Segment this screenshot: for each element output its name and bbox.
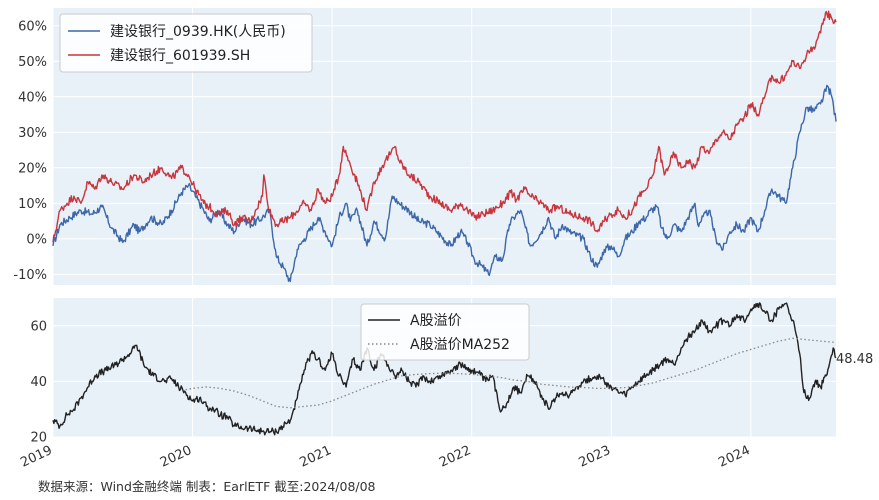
series-line-1: [185, 337, 837, 409]
y-tick-label: 20%: [18, 161, 47, 176]
legend: 建设银行_0939.HK(人民币) 建设银行_601939.SH: [59, 13, 313, 73]
y-tick-label: 10%: [18, 197, 47, 212]
y-tick-label: 60%: [18, 19, 47, 34]
legend-label: 建设银行_601939.SH: [110, 48, 250, 64]
y-tick-label: 40: [30, 375, 47, 390]
x-tick-label: 2021: [298, 443, 334, 471]
premium-panel: 20 40 60 A股溢价 A股溢价MA252 48.48 2019 2020 2021 2022…: [18, 298, 873, 471]
y-tick-label: 20: [30, 431, 47, 446]
series-line-1: [52, 10, 837, 243]
legend-label: A股溢价: [410, 313, 462, 329]
y-tick-label: 30%: [18, 126, 47, 141]
y-tick-label: 50%: [18, 55, 47, 70]
series-line-0: [52, 84, 837, 283]
legend-label: A股溢价MA252: [410, 337, 510, 353]
legend-label: 建设银行_0939.HK(人民币): [110, 24, 286, 40]
legend: A股溢价 A股溢价MA252: [360, 303, 530, 361]
price-change-panel: -10% 0% 10% 20% 30% 40% 50% 60% 建设银行_0939.HK(人民币…: [13, 8, 837, 285]
y-tick-label: -10%: [13, 268, 47, 283]
legend-box: [59, 13, 313, 73]
x-tick-label: 2019: [18, 443, 54, 471]
y-tick-label: 0%: [26, 232, 47, 247]
source-footer: 数据来源：Wind金融终端 制表：EarlETF 截至:2024/08/08: [38, 479, 376, 494]
last-value-label: 48.48: [836, 352, 873, 367]
y-tick-label: 40%: [18, 90, 47, 105]
x-tick-label: 2022: [437, 443, 473, 471]
legend-box: [360, 303, 530, 361]
series-line-0: [52, 302, 837, 436]
x-tick-label: 2023: [577, 443, 613, 471]
y-tick-label: 60: [30, 319, 47, 334]
x-tick-label: 2020: [158, 443, 194, 471]
x-tick-label: 2024: [716, 443, 752, 471]
